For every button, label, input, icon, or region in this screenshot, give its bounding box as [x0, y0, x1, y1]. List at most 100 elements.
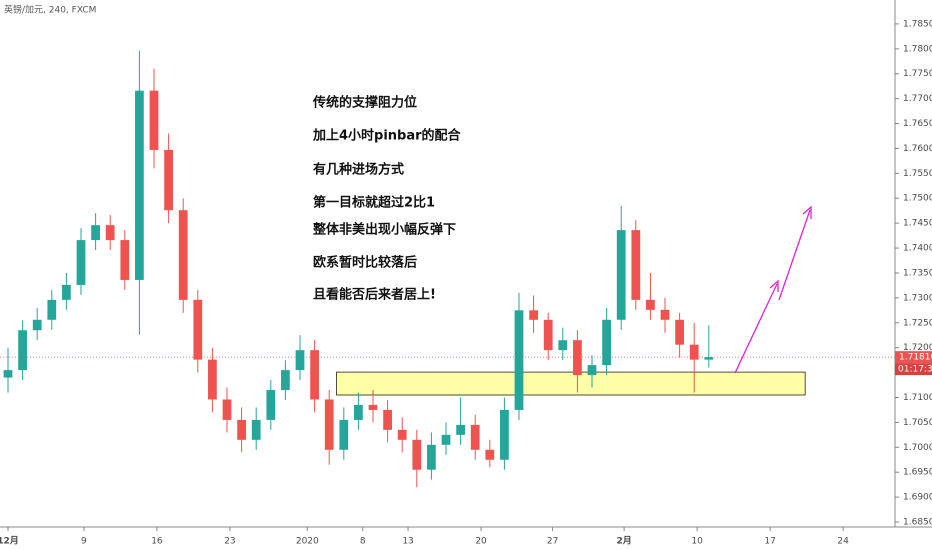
candle-body: [135, 90, 144, 280]
y-tick-label: 1.78000: [903, 44, 932, 54]
candle-body: [208, 359, 217, 400]
candle-body: [251, 419, 261, 440]
candle-body: [281, 370, 290, 391]
candle-body: [543, 319, 553, 351]
candle-body: [427, 444, 436, 470]
candle-body: [91, 225, 100, 241]
x-tick-label: 2020: [296, 537, 319, 547]
candle-body: [631, 230, 641, 300]
candle-body: [193, 299, 203, 360]
candle-body: [500, 409, 509, 460]
annotation: 有几种进场方式: [313, 162, 404, 178]
candle-body: [310, 350, 319, 400]
last-price-box: [895, 351, 932, 364]
y-tick-label: 1.73000: [903, 293, 932, 303]
candle-body: [237, 419, 246, 440]
annotation: 传统的支撑阻力位: [312, 95, 417, 111]
x-tick-label: 10: [691, 537, 703, 547]
candle-body: [222, 399, 232, 420]
candle-body: [295, 350, 305, 371]
y-tick-label: 1.75000: [903, 194, 932, 204]
y-tick-label: 1.72500: [903, 318, 932, 328]
countdown-box: [895, 363, 932, 376]
candle-body: [529, 310, 538, 320]
candle-body: [485, 449, 495, 460]
candle-body: [339, 419, 349, 450]
arrow-head: [802, 205, 812, 219]
y-tick-label: 1.70000: [903, 443, 932, 453]
candle-body: [558, 340, 568, 351]
x-tick-label: 12月: [0, 536, 19, 547]
countdown: 01:17:35: [898, 365, 932, 375]
candle-body: [324, 399, 334, 450]
arrow-line: [778, 209, 811, 301]
y-tick-label: 1.78500: [903, 19, 932, 29]
candle-body: [383, 409, 392, 430]
projection-arrows: [734, 205, 812, 374]
x-tick-label: 20: [475, 537, 487, 547]
x-tick-label: 23: [224, 537, 235, 547]
y-tick-label: 1.68500: [903, 518, 932, 528]
candle-body: [514, 310, 524, 410]
candle-body: [441, 434, 451, 445]
x-tick-label: 8: [360, 537, 366, 547]
candle-body: [602, 319, 611, 366]
y-tick-label: 1.70500: [903, 418, 932, 428]
candle-body: [397, 429, 407, 440]
candle-body: [18, 330, 27, 371]
y-tick-label: 1.74000: [903, 244, 932, 254]
y-tick-label: 1.69000: [903, 493, 932, 503]
candle-body: [32, 319, 42, 331]
x-tick-label: 9: [81, 537, 87, 547]
y-tick-label: 1.75500: [903, 169, 932, 179]
arrow-line: [734, 283, 778, 374]
candle-body: [412, 439, 422, 470]
candle-body: [587, 365, 597, 376]
candle-body: [266, 390, 276, 420]
candle-body: [62, 284, 71, 300]
candle-body: [354, 404, 363, 420]
candle-body: [47, 299, 57, 320]
candle-body: [76, 240, 86, 285]
x-tick-label: 17: [764, 537, 775, 547]
candle-body: [675, 319, 684, 345]
candle-body: [105, 225, 115, 241]
candle-body: [616, 230, 626, 320]
support-zone: [336, 371, 806, 396]
annotation: 第一目标就超过2比1: [313, 195, 435, 211]
annotation: 且看能否后来者居上!: [313, 287, 436, 303]
candle-body: [689, 344, 699, 360]
x-tick-label: 16: [151, 537, 163, 547]
candle-body: [164, 149, 173, 211]
annotation: 欧系暂时比较落后: [313, 255, 417, 271]
y-tick-label: 1.77500: [903, 69, 932, 79]
candle-body: [456, 424, 465, 435]
candle-body: [3, 370, 13, 378]
y-tick-label: 1.76000: [903, 144, 932, 154]
annotation: 加上4小时pinbar的配合: [312, 128, 462, 144]
x-tick-label: 24: [837, 537, 849, 547]
candle-body: [660, 309, 670, 320]
candle-body: [149, 90, 159, 150]
y-tick-label: 1.74500: [903, 219, 932, 229]
candle-body: [573, 340, 582, 376]
candle-body: [470, 424, 480, 450]
candle-body: [120, 240, 130, 280]
chart-title: 英镑/加元, 240, FXCM: [4, 4, 96, 16]
y-tick-label: 1.77000: [903, 94, 932, 104]
y-tick-label: 1.76500: [903, 119, 932, 129]
candle-body: [368, 404, 378, 410]
y-tick-label: 1.69500: [903, 468, 932, 478]
y-tick-label: 1.71000: [903, 393, 932, 403]
y-tick-label: 1.73500: [903, 268, 932, 278]
y-tick-label: 1.72000: [903, 343, 932, 353]
candle-body: [704, 357, 714, 360]
x-tick-label: 2月: [616, 536, 631, 547]
candle-body: [646, 299, 655, 310]
x-tick-label: 27: [547, 537, 558, 547]
x-tick-label: 13: [402, 537, 413, 547]
candle-body: [178, 210, 188, 300]
arrow-head: [769, 279, 779, 292]
